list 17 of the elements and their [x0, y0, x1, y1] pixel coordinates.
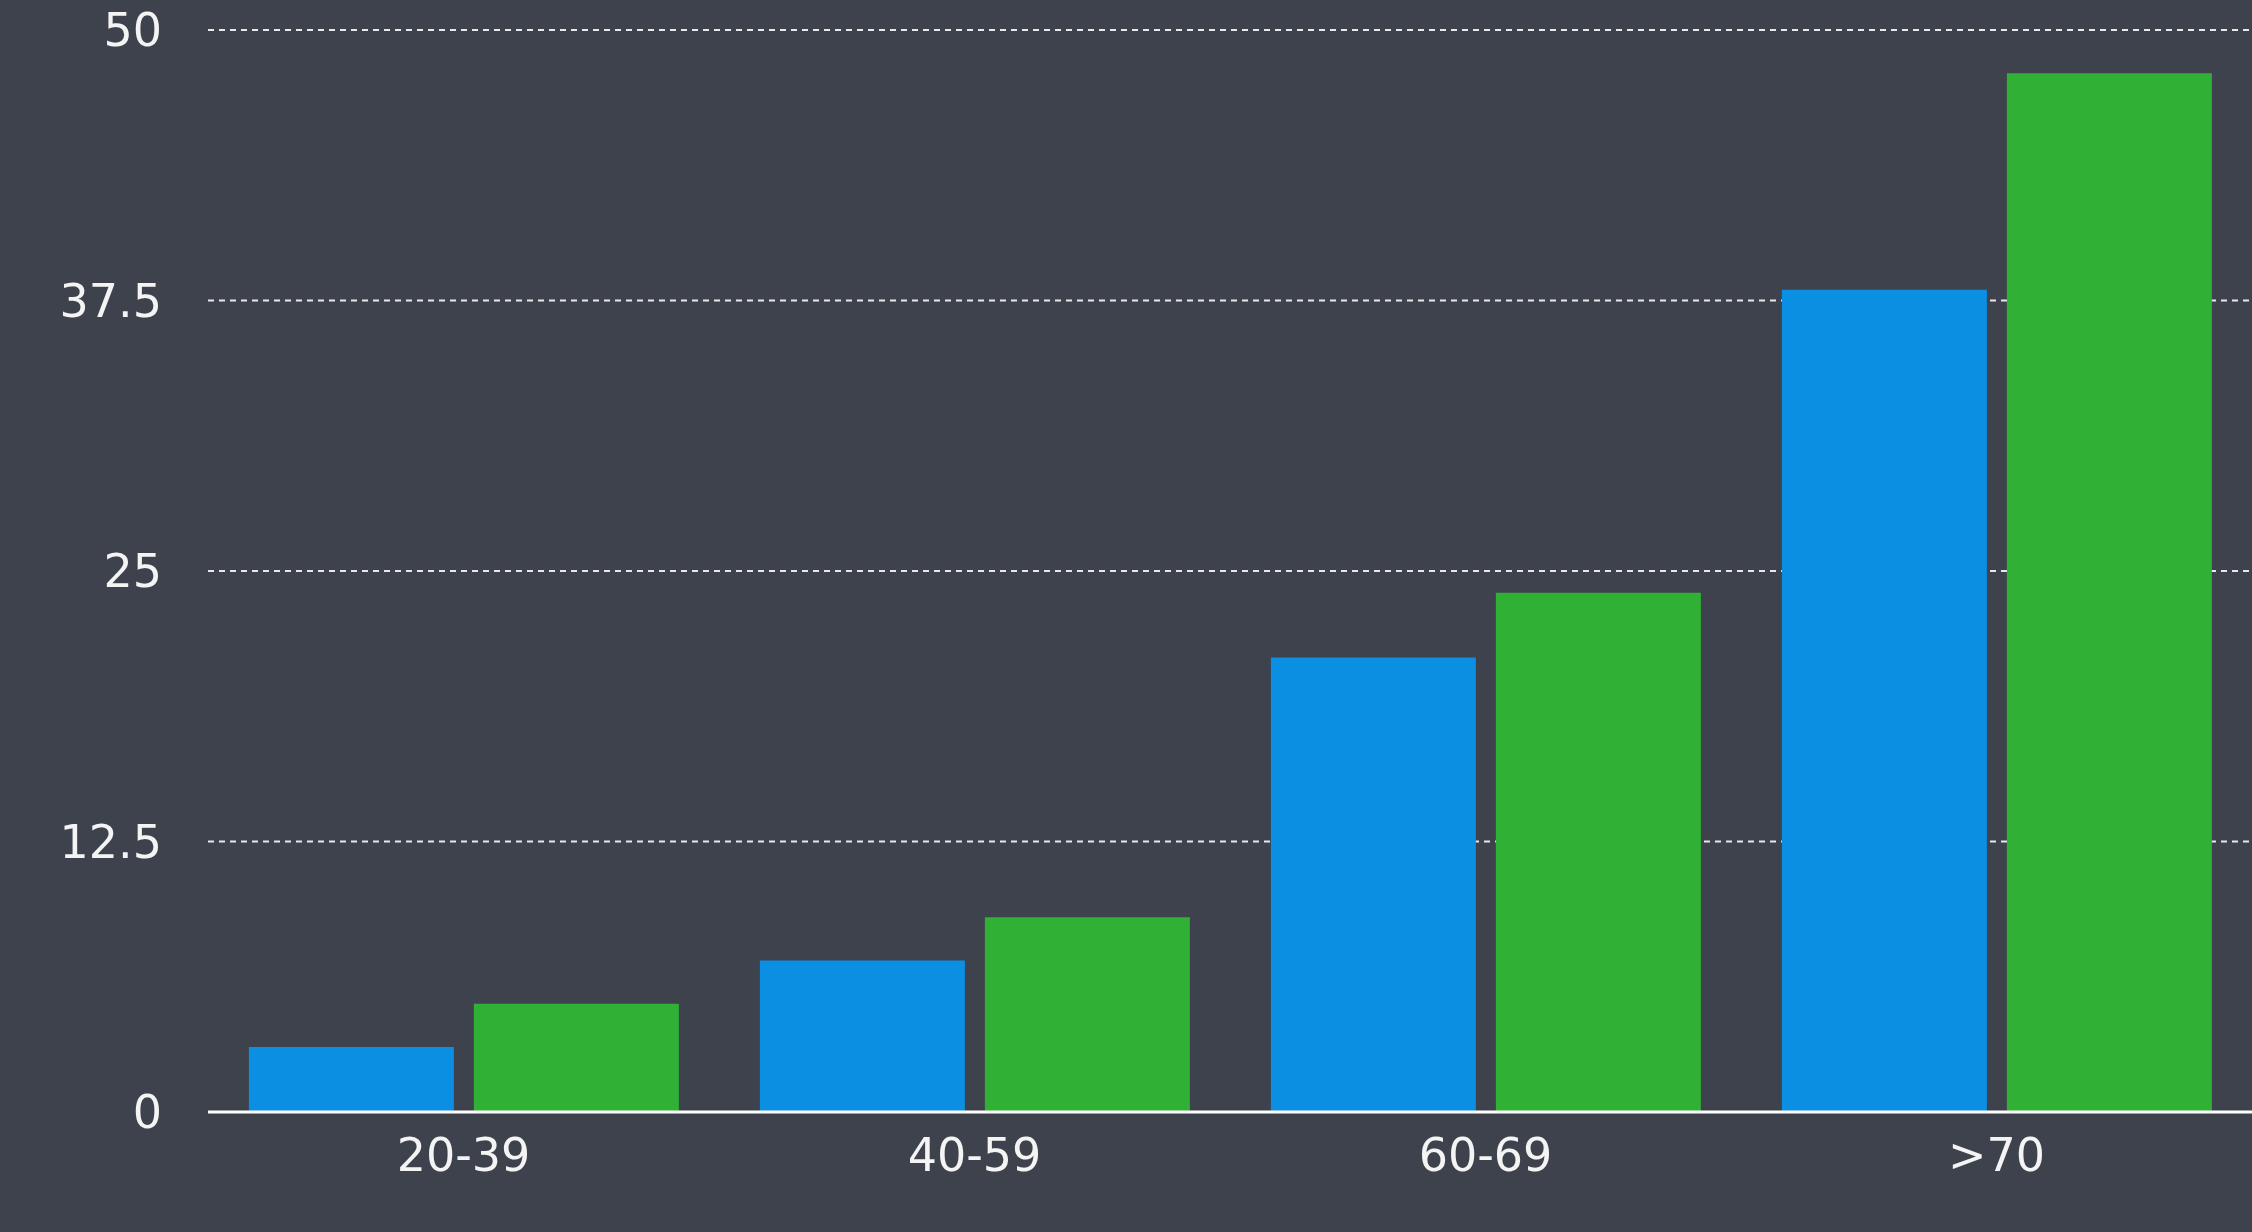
bar	[1781, 289, 1987, 1112]
bar	[1270, 657, 1476, 1112]
bar	[473, 1003, 679, 1112]
y-tick-label: 0	[132, 1085, 162, 1140]
bar	[1495, 592, 1701, 1112]
bar	[248, 1047, 454, 1112]
y-tick-label: 37.5	[59, 273, 162, 328]
y-tick-label: 25	[103, 544, 162, 599]
x-tick-label: 60-69	[1418, 1127, 1553, 1182]
bar	[759, 960, 965, 1112]
x-tick-label: 40-59	[907, 1127, 1042, 1182]
x-tick-label: >70	[1947, 1127, 2046, 1182]
x-tick-label: 20-39	[396, 1127, 531, 1182]
y-tick-label: 12.5	[59, 814, 162, 869]
y-tick-label: 50	[103, 3, 162, 58]
bar	[984, 917, 1190, 1112]
bar	[2006, 73, 2212, 1112]
